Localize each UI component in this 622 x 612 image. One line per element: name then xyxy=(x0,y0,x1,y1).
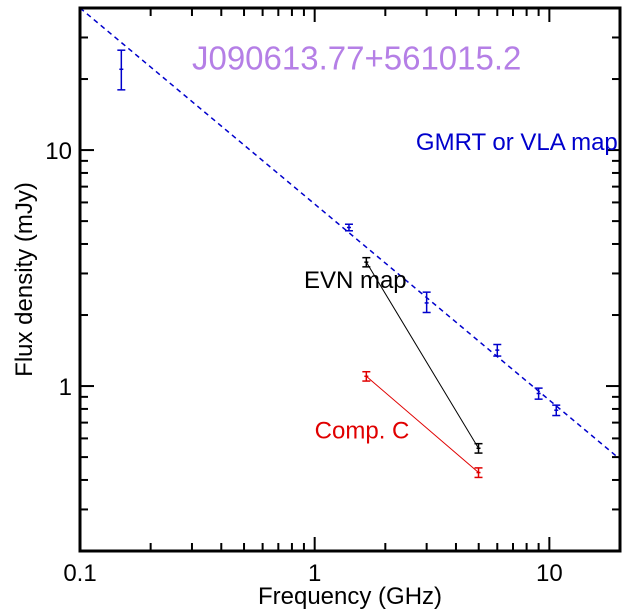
y-axis-label: Flux density (mJy) xyxy=(11,182,38,377)
chart-annotation: EVN map xyxy=(304,267,407,294)
y-tick-label: 10 xyxy=(45,138,72,165)
data-series xyxy=(362,370,483,479)
chart-annotation: Comp. C xyxy=(315,417,410,444)
plot-frame xyxy=(78,6,622,553)
y-tick-label: 1 xyxy=(59,374,72,401)
tick-labels: 0.1 1 10 1 10 xyxy=(45,138,562,587)
x-tick-label: 1 xyxy=(308,560,321,587)
series-layer xyxy=(117,49,561,479)
x-tick-label: 10 xyxy=(536,560,563,587)
annotation-layer: J090613.77+561015.2 GMRT or VLA map EVN ma… xyxy=(192,39,618,444)
data-series xyxy=(117,49,561,417)
x-tick-label: 0.1 xyxy=(63,560,96,587)
series-connector-line xyxy=(365,261,479,449)
fit-line xyxy=(79,7,621,460)
x-axis-label: Frequency (GHz) xyxy=(258,583,442,610)
chart-annotation: GMRT or VLA map xyxy=(416,129,618,156)
chart-title: J090613.77+561015.2 xyxy=(192,39,521,76)
data-series xyxy=(362,256,483,454)
series-connector-line xyxy=(366,375,479,473)
fit-line-layer xyxy=(79,7,621,460)
